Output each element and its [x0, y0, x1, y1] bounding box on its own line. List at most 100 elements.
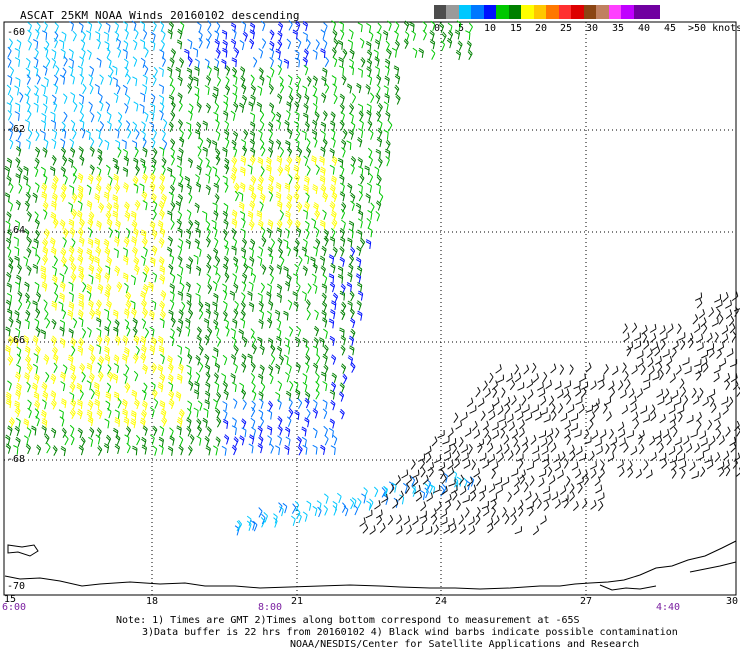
- wind-barb: [96, 327, 102, 338]
- wind-barb: [491, 499, 497, 510]
- wind-barb: [188, 74, 194, 86]
- wind-barb: [133, 264, 140, 275]
- wind-barb: [113, 173, 119, 184]
- wind-barb: [715, 420, 721, 431]
- wind-barb: [319, 175, 326, 185]
- wind-barb: [329, 120, 336, 131]
- wind-barb: [86, 248, 93, 259]
- wind-barb: [105, 265, 111, 276]
- wind-barb: [622, 362, 627, 373]
- wind-barb: [124, 66, 129, 78]
- wind-barb: [374, 39, 381, 50]
- wind-barb: [134, 28, 139, 40]
- wind-barb: [223, 389, 229, 400]
- wind-barb: [267, 400, 273, 412]
- wind-barb: [366, 109, 372, 121]
- wind-barb: [214, 58, 220, 69]
- wind-barb: [170, 110, 176, 122]
- wind-barb: [357, 497, 362, 509]
- wind-barb: [257, 443, 263, 454]
- wind-barb: [40, 130, 46, 141]
- wind-barb: [60, 146, 66, 158]
- wind-barb: [88, 253, 95, 265]
- wind-barb: [230, 373, 236, 384]
- wind-barb: [283, 310, 289, 321]
- wind-barb: [495, 364, 502, 374]
- wind-barb: [24, 345, 31, 356]
- wind-barb: [269, 443, 274, 454]
- wind-barb: [462, 452, 469, 462]
- wind-barb: [517, 499, 524, 510]
- wind-barb: [563, 388, 570, 399]
- wind-barb: [250, 175, 257, 186]
- wind-barb: [257, 373, 264, 384]
- wind-barb: [716, 428, 722, 440]
- wind-barb: [492, 387, 498, 398]
- wind-barb: [267, 219, 274, 230]
- wind-barb: [276, 219, 283, 230]
- wind-barb: [114, 417, 121, 427]
- wind-barb: [725, 465, 731, 477]
- wind-barb: [576, 446, 583, 456]
- wind-barb: [353, 504, 359, 516]
- wind-barb: [366, 218, 372, 229]
- wind-barb: [405, 474, 412, 485]
- wind-barb: [6, 247, 12, 258]
- wind-barb: [314, 209, 321, 220]
- wind-barb: [149, 182, 156, 193]
- wind-barb: [224, 129, 230, 140]
- wind-barb: [195, 227, 201, 238]
- wind-barb: [306, 76, 312, 87]
- wind-barb: [554, 461, 562, 472]
- wind-barb: [312, 283, 318, 294]
- wind-barb: [409, 21, 415, 32]
- wind-barb: [177, 210, 183, 222]
- wind-barb: [453, 412, 459, 423]
- wind-barb: [149, 344, 156, 355]
- wind-barb: [296, 147, 303, 158]
- wind-barb: [370, 92, 375, 104]
- wind-barb: [296, 75, 302, 86]
- wind-barb: [94, 398, 100, 409]
- wind-barb: [305, 147, 312, 158]
- wind-barb: [51, 94, 57, 105]
- wind-barb: [24, 319, 30, 330]
- wind-barb: [94, 237, 100, 248]
- wind-barb: [80, 127, 86, 139]
- wind-barb: [401, 469, 409, 479]
- wind-barb: [177, 245, 183, 256]
- wind-barb: [288, 20, 293, 31]
- wind-barb: [584, 436, 592, 445]
- wind-barb: [123, 373, 128, 384]
- wind-barb: [320, 29, 326, 40]
- wind-barb: [634, 340, 642, 350]
- wind-barb: [16, 263, 22, 275]
- wind-barb: [240, 309, 246, 321]
- legend-label: 40: [638, 23, 651, 34]
- wind-barb: [104, 308, 110, 319]
- wind-barb: [238, 191, 244, 202]
- wind-barb: [332, 500, 338, 512]
- wind-barb: [504, 396, 511, 407]
- wind-barb: [384, 93, 390, 104]
- wind-barb: [51, 192, 58, 203]
- wind-barb: [239, 166, 246, 177]
- wind-barb: [543, 500, 550, 512]
- wind-barb: [538, 430, 546, 439]
- wind-barb: [608, 428, 614, 440]
- wind-barb: [257, 255, 263, 266]
- wind-barb: [88, 436, 94, 447]
- wind-barb: [213, 372, 219, 383]
- wind-barb: [251, 390, 257, 401]
- wind-barb: [323, 344, 329, 356]
- map-title: ASCAT 25KM NOAA Winds 20160102 descendin…: [20, 9, 300, 22]
- wind-barb: [349, 290, 355, 302]
- wind-barb: [247, 290, 253, 301]
- wind-barb: [68, 48, 74, 59]
- wind-barb: [61, 427, 67, 439]
- wind-barb: [205, 371, 211, 383]
- wind-barb: [212, 319, 219, 330]
- wind-barb: [116, 281, 123, 293]
- wind-barb: [446, 37, 453, 49]
- wind-barb: [394, 40, 400, 51]
